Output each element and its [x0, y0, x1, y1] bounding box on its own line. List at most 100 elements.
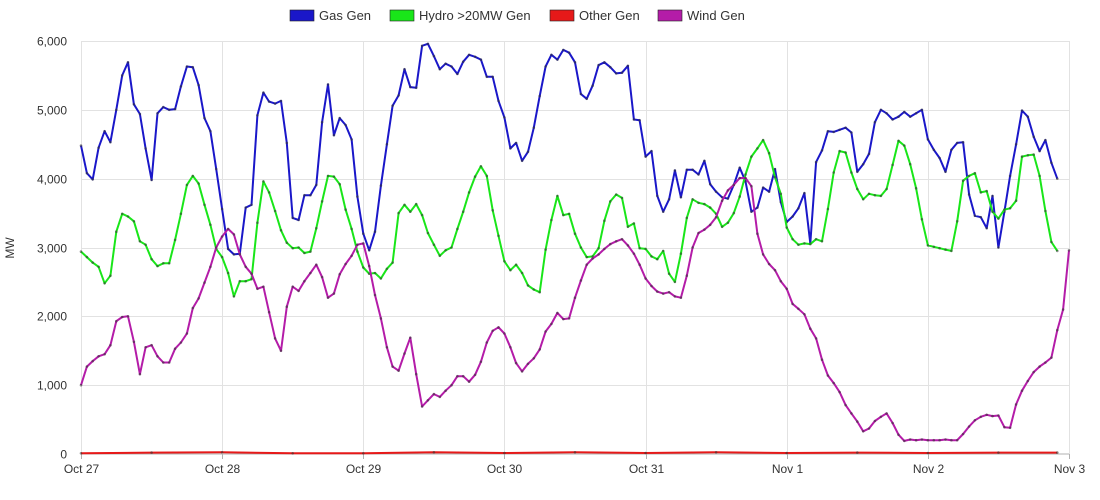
data-point: [350, 138, 353, 141]
data-point: [1038, 149, 1041, 153]
data-point: [232, 295, 236, 298]
data-point: [467, 380, 471, 384]
data-point: [450, 246, 453, 249]
data-point: [138, 240, 142, 243]
data-point: [926, 451, 930, 455]
data-point: [491, 75, 495, 79]
data-point: [573, 61, 577, 64]
data-point: [744, 176, 747, 180]
data-point: [932, 245, 936, 249]
data-point: [838, 390, 841, 394]
data-point: [262, 285, 265, 289]
data-point: [1032, 370, 1035, 374]
data-point: [503, 260, 506, 263]
data-point: [232, 253, 236, 256]
data-point: [191, 65, 195, 69]
grid-lines: [81, 41, 1070, 459]
legend-item-gas-gen[interactable]: Gas Gen: [289, 8, 371, 23]
data-point: [467, 191, 471, 194]
data-point: [309, 250, 312, 253]
data-point: [144, 243, 147, 246]
data-point: [473, 55, 477, 59]
data-point: [332, 292, 336, 295]
x-tick-label: Nov 1: [772, 462, 804, 476]
data-point: [844, 403, 847, 407]
data-point: [614, 193, 618, 196]
legend-item-other-gen[interactable]: Other Gen: [549, 8, 640, 23]
legend-label: Other Gen: [579, 8, 640, 23]
data-point: [614, 240, 618, 243]
data-point: [297, 289, 300, 293]
data-point: [291, 216, 295, 220]
data-point: [115, 230, 118, 233]
data-point: [291, 285, 295, 289]
data-point: [1026, 379, 1030, 383]
data-point: [767, 262, 771, 266]
data-point: [908, 438, 912, 441]
data-point: [614, 72, 618, 75]
data-point: [356, 195, 359, 198]
data-point: [726, 197, 730, 200]
x-tick-label: Oct 30: [487, 462, 523, 476]
data-point: [91, 178, 94, 181]
x-tick-label: Nov 3: [1054, 462, 1086, 476]
data-point: [503, 332, 506, 335]
data-point: [761, 186, 765, 189]
data-point: [179, 341, 183, 344]
data-point: [432, 451, 436, 454]
series-points-gas-gen: [79, 42, 1059, 256]
data-point: [573, 296, 577, 300]
data-point: [520, 159, 524, 163]
data-point: [203, 203, 206, 207]
data-point: [1003, 425, 1006, 429]
data-point: [944, 170, 947, 174]
legend-label: Gas Gen: [319, 8, 371, 23]
data-point: [379, 277, 383, 280]
data-point: [503, 116, 506, 119]
data-point: [697, 173, 700, 176]
data-point: [926, 138, 930, 141]
data-point: [685, 216, 689, 220]
data-point: [809, 242, 812, 246]
data-point: [803, 242, 806, 245]
data-point: [938, 246, 941, 250]
data-point: [850, 131, 853, 134]
data-point: [338, 273, 342, 276]
data-point: [167, 108, 171, 112]
data-point: [509, 346, 512, 349]
data-point: [91, 261, 94, 264]
data-point: [556, 194, 559, 198]
data-point: [603, 247, 606, 251]
legend-item-hydro-20mw-gen[interactable]: Hydro >20MW Gen: [389, 8, 531, 23]
data-point: [791, 215, 794, 218]
data-point: [473, 175, 477, 178]
data-point: [791, 237, 794, 241]
data-point: [220, 255, 224, 259]
data-point: [356, 250, 359, 253]
data-point: [1014, 403, 1018, 406]
legend-swatch: [549, 9, 575, 22]
data-point: [303, 193, 306, 197]
data-point: [714, 215, 718, 219]
data-point: [91, 359, 94, 363]
data-point: [814, 337, 818, 340]
data-point: [867, 192, 871, 196]
data-point: [885, 412, 888, 415]
data-point: [432, 392, 436, 396]
data-point: [761, 138, 765, 142]
legend-item-wind-gen[interactable]: Wind Gen: [657, 8, 745, 23]
data-point: [644, 451, 647, 455]
data-point: [538, 290, 541, 294]
data-point: [420, 405, 424, 408]
data-point: [703, 228, 706, 231]
data-point: [279, 229, 283, 232]
data-point: [173, 238, 177, 242]
data-point: [914, 112, 918, 115]
data-point: [708, 206, 712, 209]
data-point: [350, 254, 353, 258]
data-point: [1056, 249, 1059, 253]
data-point: [691, 246, 694, 249]
data-point: [85, 171, 89, 175]
data-point: [226, 271, 230, 275]
data-point: [803, 313, 806, 316]
